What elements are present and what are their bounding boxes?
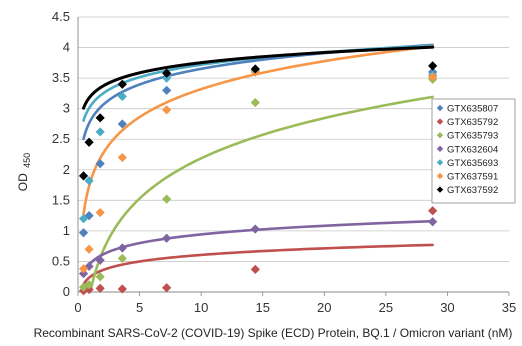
legend-marker <box>436 172 444 180</box>
data-point <box>117 91 127 102</box>
data-point <box>78 282 89 292</box>
data-point <box>78 264 89 274</box>
data-point <box>428 217 438 227</box>
legend-label: GTX635693 <box>447 158 498 169</box>
y-tick-label: 2 <box>63 162 70 177</box>
y-tick-label: 0 <box>63 284 70 299</box>
data-point <box>78 171 89 181</box>
data-point <box>117 152 127 163</box>
legend-marker <box>436 118 444 125</box>
data-points <box>78 61 438 296</box>
x-tick-label: 5 <box>136 300 143 315</box>
y-tick-label: 3.5 <box>52 70 70 85</box>
y-tick-label: 3 <box>63 101 70 116</box>
data-point <box>250 224 260 234</box>
x-tick-label: 0 <box>74 300 81 315</box>
data-point <box>250 97 260 108</box>
legend-label: GTX637592 <box>447 185 498 196</box>
y-axis-title: OD 450 <box>16 153 32 191</box>
x-tick-label: 15 <box>255 300 269 315</box>
data-point <box>84 137 94 147</box>
fit-curve-gtx637592 <box>82 45 435 110</box>
data-point <box>117 243 127 253</box>
data-point <box>162 73 172 83</box>
legend-box <box>431 98 516 204</box>
legend-marker <box>436 145 444 152</box>
x-tick-label: 25 <box>379 300 393 315</box>
data-point <box>95 255 105 265</box>
y-axis-title-main: OD <box>16 173 30 191</box>
data-point <box>95 127 105 137</box>
data-point <box>95 113 105 123</box>
data-point <box>95 283 105 293</box>
y-tick-label: 4 <box>63 40 70 55</box>
data-point <box>78 269 89 279</box>
x-tick-labels: 0 5 10 15 20 25 30 35 <box>74 300 516 315</box>
x-tick-label: 10 <box>194 300 208 315</box>
data-point <box>162 68 172 78</box>
data-point <box>95 272 105 282</box>
gridlines <box>78 16 509 262</box>
fit-curve-gtx635792 <box>82 243 434 286</box>
y-tick-label: 4.5 <box>52 9 70 24</box>
data-point <box>428 206 438 216</box>
legend-label: GTX635793 <box>447 131 498 142</box>
x-axis-title: Recombinant SARS-CoV-2 (COVID-19) Spike … <box>34 326 513 340</box>
x-tick-label: 30 <box>440 300 454 315</box>
x-tick-label: 35 <box>502 300 516 315</box>
legend-marker <box>436 104 444 112</box>
data-point <box>117 253 127 263</box>
y-tick-label: 0.5 <box>52 253 70 268</box>
legend-label: GTX635792 <box>447 117 498 128</box>
legend-label: GTX637591 <box>447 172 498 183</box>
data-point <box>162 85 172 95</box>
legend-label: GTX635807 <box>447 104 498 115</box>
data-point <box>95 159 105 169</box>
data-point <box>84 280 94 290</box>
data-point <box>117 79 127 89</box>
data-point <box>84 244 94 254</box>
legend-marker <box>436 186 444 193</box>
legend-label: GTX632604 <box>447 144 498 155</box>
axes <box>77 17 510 296</box>
legend-marker <box>436 159 444 166</box>
y-tick-labels: 0 0.5 1 1.5 2 2.5 3 3.5 4 4.5 <box>52 9 70 299</box>
data-point <box>78 214 89 224</box>
x-tick-label: 20 <box>317 300 331 315</box>
data-point <box>250 264 260 274</box>
data-point <box>162 105 172 115</box>
data-point <box>117 119 127 129</box>
data-point <box>162 233 172 243</box>
data-point <box>84 284 94 295</box>
data-point <box>428 61 438 71</box>
data-point <box>78 228 89 238</box>
data-point <box>162 283 172 293</box>
data-point <box>162 194 172 204</box>
y-axis-title-subscript: 450 <box>22 153 32 168</box>
legend: GTX635807 GTX635792 GTX635793 GTX632604 GTX6… <box>431 98 516 204</box>
legend-marker <box>436 132 444 139</box>
y-tick-label: 1.5 <box>52 192 70 207</box>
y-tick-label: 1 <box>63 223 70 238</box>
data-point <box>428 72 438 82</box>
data-point <box>84 176 94 186</box>
data-point <box>95 207 105 218</box>
data-point <box>250 64 260 74</box>
y-tick-label: 2.5 <box>52 131 70 146</box>
data-point <box>84 261 94 271</box>
data-point <box>117 284 127 294</box>
